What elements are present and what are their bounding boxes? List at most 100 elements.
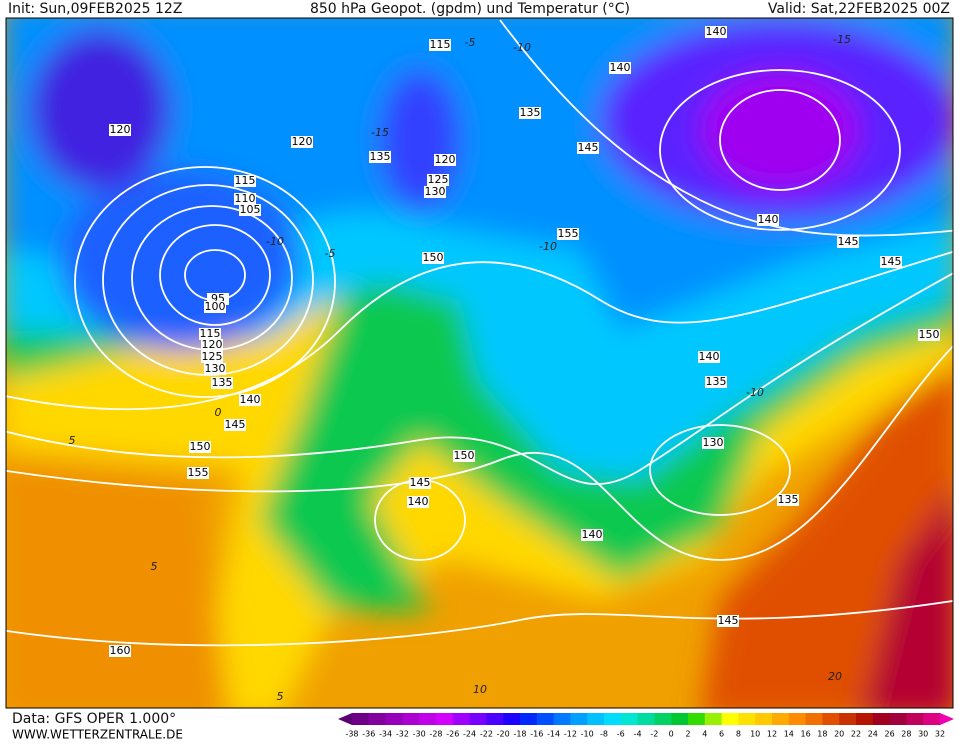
contour-label-box [434,154,456,166]
contour-label: 140 [706,25,727,38]
contour-label: 150 [190,440,211,453]
contour-label: 145 [410,476,431,489]
colorbar-swatch [385,713,403,725]
contour-label-box [918,329,940,341]
colorbar-swatch [503,713,521,725]
temperature-label: -15 [833,33,851,46]
contour-label-box [187,467,209,479]
temperature-label: -10 [746,386,764,399]
map [6,18,953,708]
contour-label: 120 [292,135,313,148]
colorbar-swatch [671,713,689,725]
colorbar-swatch [469,713,487,725]
colorbar-label: 24 [868,730,878,739]
colorbar-swatch [620,713,639,725]
colorbar-swatch [839,713,857,725]
contour-label-box [211,377,233,389]
colorbar-swatch [402,713,420,725]
contour-label-box [880,256,902,268]
colorbar-swatch [872,713,891,725]
colorbar-label: 28 [901,730,911,739]
contour-label-box [717,615,739,627]
colorbar-label: -16 [530,730,543,739]
colorbar-label: -34 [379,730,392,739]
colorbar-label: -14 [547,730,560,739]
contour-label: 125 [428,173,449,186]
temperature-label: -5 [465,36,476,49]
contour-label: 145 [838,235,859,248]
temperature-label: -10 [513,41,531,54]
contour-label: 100 [205,300,226,313]
colorbar-swatch [352,713,370,725]
contour-label: 115 [430,38,451,51]
contour-label-box [705,376,727,388]
colorbar-swatch [604,713,622,725]
colorbar-label: 26 [885,730,895,739]
contour-label: 125 [202,350,223,363]
hot-core [863,488,953,708]
colorbar-label: 18 [817,730,827,739]
contour-label: 145 [225,418,246,431]
colorbar-swatch [536,713,555,725]
colorbar-label: 10 [750,730,760,739]
colorbar-swatch [788,713,807,725]
colorbar-swatch [772,713,790,725]
colorbar-label: 2 [685,730,690,739]
contour-label: 115 [235,174,256,187]
colorbar-arrow [338,713,352,725]
contour-label-box [291,136,313,148]
isohypses [6,19,953,647]
init-text: Init: Sun,09FEB2025 12Z [8,1,182,17]
colorbar-label: 8 [736,730,741,739]
contour-label: 130 [205,362,226,375]
temperature-label: 5 [277,690,284,703]
colorbar-swatch [368,713,387,725]
colorbar-label: -24 [463,730,476,739]
contour-label-box [453,450,475,462]
temperature-label: -15 [371,126,389,139]
contour-label-box [427,174,449,186]
contour-label: 115 [200,327,221,340]
contour-label-box [201,339,223,351]
contour-label: 150 [919,328,940,341]
contour-label: 135 [778,493,799,506]
colorbar-label: 6 [719,730,724,739]
temperature-label: 5 [69,434,76,447]
contour-label: 140 [582,528,603,541]
contour-label: 150 [423,251,444,264]
colorbar-label: -18 [513,730,526,739]
valid-text: Valid: Sat,22FEB2025 00Z [768,1,950,17]
colorbar-label: 0 [669,730,674,739]
contour-label-box [698,351,720,363]
contour-label-box [757,214,779,226]
colorbar-label: -32 [396,730,409,739]
contour-label: 120 [110,123,131,136]
contour-label-box [224,419,246,431]
contour-label-box [557,228,579,240]
warm-sea [6,460,229,708]
colorbar-label: -20 [497,730,510,739]
colorbar-label: 32 [935,730,945,739]
contour-label-box [519,107,541,119]
colorbar-label: -2 [650,730,658,739]
contour-label: 140 [240,393,261,406]
colorbar-swatch [906,713,924,725]
contour-label: 105 [240,203,261,216]
contour-label-box [234,193,256,205]
colorbar-swatch [923,713,941,725]
contour-label-box [577,142,599,154]
colorbar-label: -28 [429,730,442,739]
contour-label: 135 [370,150,391,163]
contour-label: 140 [408,495,429,508]
colorbar-label: -38 [345,730,358,739]
data-source: Data: GFS OPER 1.000° [12,711,176,727]
colorbar-label: -22 [480,730,493,739]
colorbar-label: 4 [702,730,707,739]
colorbar-label: -30 [413,730,426,739]
colorbar-label: 12 [767,730,777,739]
contour-label: 135 [212,376,233,389]
colorbar-label: -36 [362,730,375,739]
contour-label-box [777,494,799,506]
colorbar: -38 -36 -34 -32 -30 -28 -26 -24 -22 -20 -18 -16 -14-… [338,713,954,739]
colorbar-swatch [570,713,588,725]
